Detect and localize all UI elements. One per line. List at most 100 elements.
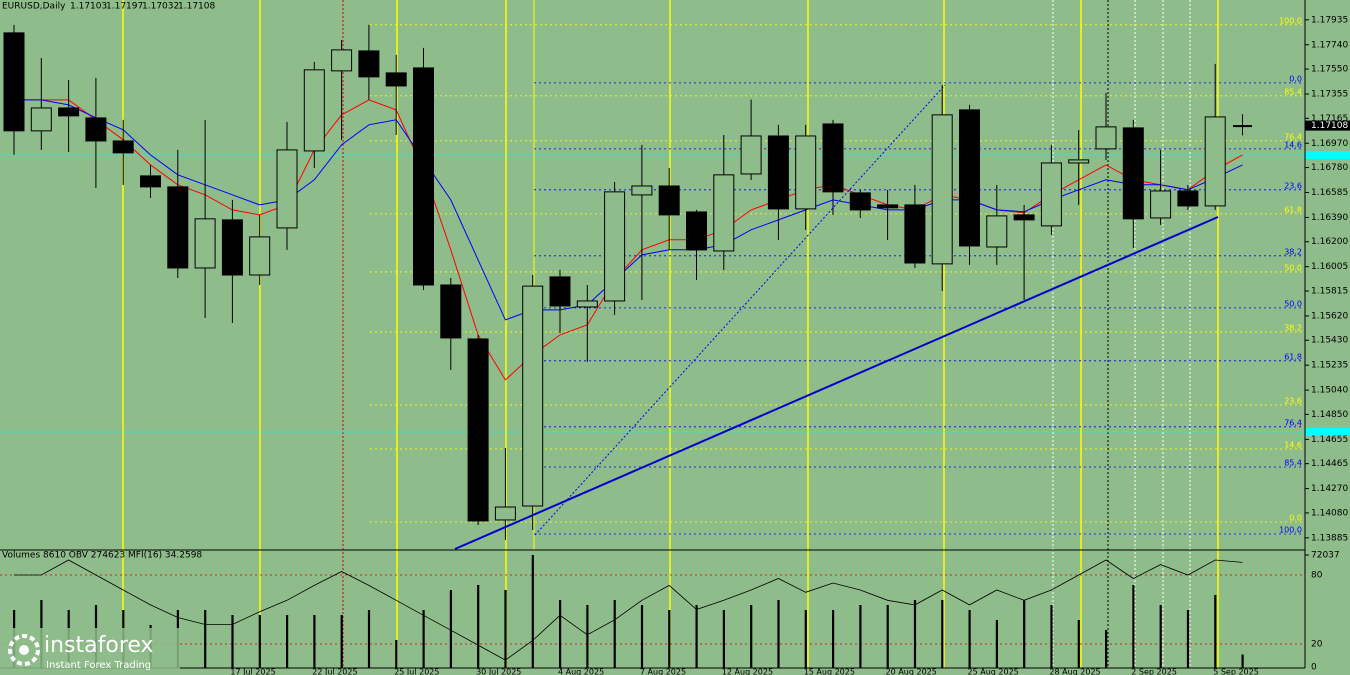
watermark: instaforex Instant Forex Trading (0, 628, 180, 672)
candle-body (849, 192, 871, 211)
fib-label: 76.4 (1284, 132, 1302, 141)
fib-label: 61.8 (1284, 205, 1302, 214)
fib-label: 0.0 (1289, 513, 1302, 522)
x-tick-label: 28 Aug 2025 (1049, 668, 1100, 675)
y-tick-label: 1.15430 (1311, 336, 1348, 346)
volume-bar (995, 619, 998, 668)
volume-bar (313, 614, 316, 668)
volume-bar (1023, 599, 1026, 668)
y-tick-label: 1.14850 (1311, 410, 1348, 420)
candle-body (167, 186, 189, 269)
candle-body (713, 174, 735, 252)
y-tick-label: 1.14270 (1311, 484, 1348, 494)
volume-bar (1159, 604, 1162, 668)
trendline (454, 216, 1219, 550)
fib-label: 23.6 (1284, 396, 1302, 405)
ma-line (14, 99, 1243, 381)
volume-bar (477, 584, 480, 668)
candle-body (1122, 127, 1144, 220)
candle-body (3, 32, 25, 132)
ohlc-open: 1.17103 (70, 2, 107, 12)
volume-bar (1132, 584, 1135, 668)
alert-tag (1305, 151, 1350, 159)
fib-label: 100.0 (1279, 526, 1302, 535)
candle-body (358, 50, 380, 78)
candle-body (631, 185, 653, 196)
volume-bar (668, 609, 671, 668)
x-tick-label: 30 Jul 2025 (476, 668, 521, 675)
y-tick-label: 1.14655 (1311, 435, 1348, 445)
volume-bar (613, 599, 616, 668)
candle-body (986, 215, 1008, 248)
candle-body (604, 191, 626, 302)
y-tick-label: 1.16390 (1311, 213, 1348, 223)
candle-body (85, 117, 107, 142)
y-tick-label: 1.15040 (1311, 386, 1348, 396)
candle-body (194, 218, 216, 269)
volume-bar (231, 614, 234, 668)
y-tick-label: 1.14465 (1311, 459, 1348, 469)
candle-body (303, 69, 325, 152)
y-tick-label: 72037 (1311, 551, 1340, 561)
candle-body (249, 236, 271, 276)
candle-body (959, 109, 980, 247)
y-tick-label: 1.17935 (1311, 15, 1348, 25)
candle-body (877, 204, 899, 209)
volume-bar (777, 599, 780, 668)
candle-body (522, 285, 544, 507)
volume-bar (941, 599, 944, 668)
candle-body (1150, 190, 1172, 219)
y-tick-label: 1.13885 (1311, 533, 1348, 543)
volume-bar (1105, 629, 1108, 668)
y-tick-label: 1.16585 (1311, 188, 1348, 198)
candle-body (767, 135, 789, 210)
volume-bar (367, 609, 371, 668)
volume-bar (1050, 604, 1053, 668)
x-tick-label: 12 Aug 2025 (722, 668, 773, 675)
volume-bar (1186, 609, 1190, 668)
candle-body (1013, 214, 1035, 221)
fib-label: 85.4 (1284, 458, 1302, 467)
fib-diagonal (534, 84, 946, 536)
fib-label: 50.0 (1284, 263, 1302, 272)
volume-bar (832, 609, 835, 668)
x-tick-label: 25 Aug 2025 (968, 668, 1019, 675)
volume-bar (340, 614, 343, 668)
ohlc-close: 1.17108 (178, 2, 215, 12)
ohlc-high: 1.17197 (106, 2, 143, 12)
volume-bar (559, 599, 562, 668)
volume-bar (722, 609, 725, 668)
candle-body (58, 107, 80, 117)
x-tick-label: 22 Jul 2025 (312, 668, 357, 675)
volume-bar (286, 614, 289, 668)
candle-body (1204, 116, 1226, 207)
candle-body (413, 67, 434, 286)
fib-label: 61.8 (1284, 352, 1302, 361)
logo-name: instaforex (44, 633, 154, 658)
volume-bar (531, 555, 534, 668)
logo-icon (19, 645, 29, 655)
candle-body (1040, 162, 1062, 227)
y-tick-label: 1.15815 (1311, 286, 1348, 296)
logo-tagline: Instant Forex Trading (46, 660, 151, 671)
axes: 1.17935 1.17740 1.17550 1.17355 1.17165 1.169… (230, 15, 1350, 675)
candle-body (140, 175, 161, 188)
candle-body (112, 140, 134, 154)
mfi-line (14, 559, 1243, 661)
y2-tick-label: 20 (1311, 640, 1323, 650)
price-tag (1305, 120, 1350, 131)
candle-body (658, 185, 680, 216)
candle-body (30, 107, 52, 132)
panel-title: Volumes 8610 OBV 274623 MFI(16) 34.2598 (2, 551, 202, 561)
volume-bar (204, 609, 207, 668)
candle-body (1068, 159, 1090, 164)
fib-label: 76.4 (1284, 418, 1302, 427)
candle-body (440, 284, 462, 339)
x-tick-label: 5 Sep 2025 (1213, 668, 1259, 675)
candle-body (494, 506, 516, 521)
candle-body (822, 123, 844, 193)
candle-body (576, 300, 598, 308)
x-tick-label: 4 Aug 2025 (558, 668, 604, 675)
